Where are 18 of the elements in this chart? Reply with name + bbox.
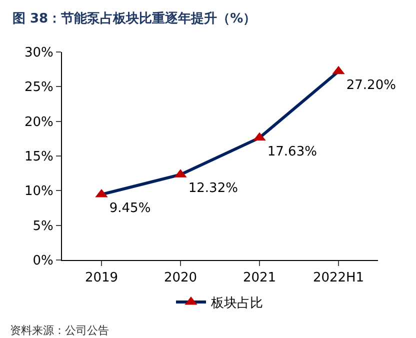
data-label: 27.20% <box>346 78 396 94</box>
y-tick-label: 30% <box>24 46 54 61</box>
data-label: 12.32% <box>188 181 238 196</box>
x-tick-label: 2019 <box>84 270 118 286</box>
y-tick-label: 5% <box>32 218 54 234</box>
x-tick-label: 2020 <box>164 270 198 286</box>
y-tick-label: 15% <box>24 150 54 165</box>
text: 资料来源：公司公告 <box>10 324 109 337</box>
x-tick-label: 2022H1 <box>312 270 364 286</box>
data-label: 17.63% <box>267 144 317 160</box>
y-tick-label: 0% <box>32 254 54 269</box>
y-tick-label: 20% <box>24 114 54 130</box>
x-tick-label: 2021 <box>242 270 276 286</box>
chart-title: 图 38：节能泵占板块比重逐年提升（%） <box>12 10 256 27</box>
data-label: 9.45% <box>109 201 151 216</box>
legend-label: 板块占比 <box>210 296 263 312</box>
y-tick-label: 10% <box>24 184 54 200</box>
y-tick-label: 25% <box>24 80 54 96</box>
